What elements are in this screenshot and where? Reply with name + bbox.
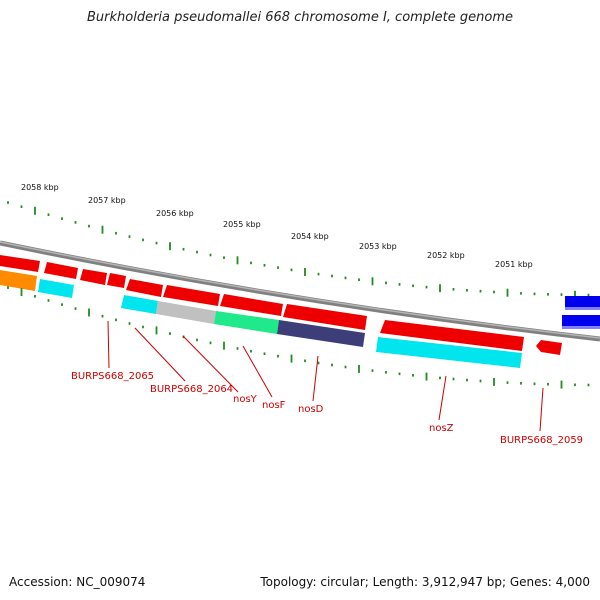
gene-label-burps668-2059: BURPS668_2059: [500, 435, 583, 446]
gene-label-nosy: nosY: [233, 394, 258, 405]
gene-arrow: [80, 269, 107, 285]
gene-label-nosz: nosZ: [429, 423, 454, 434]
gene-label-nosd: nosD: [298, 404, 324, 415]
gene-label-burps668-2065: BURPS668_2065: [71, 371, 154, 382]
kbp-labels: 2058 kbp 2057 kbp 2056 kbp 2055 kbp 2054…: [21, 183, 533, 269]
gene-arrow: [380, 320, 524, 351]
forward-strand-genes: [0, 255, 600, 351]
label-leaders: [107, 320, 544, 432]
gene-arrow: [536, 340, 562, 355]
gene-block-orange: [0, 270, 37, 291]
outer-tick-ring: [7, 201, 590, 299]
gene-arrow: [163, 285, 220, 306]
gene-block-blue: [565, 296, 600, 309]
kbp-label-2055: 2055 kbp: [223, 220, 261, 229]
gene-arrow: [126, 279, 163, 297]
gene-arrow: [220, 294, 283, 316]
gene-block-cyan: [376, 337, 522, 368]
gene-block-gray: [156, 301, 216, 324]
accession-text: Accession: NC_009074: [9, 575, 146, 589]
gene-label-burps668-2064: BURPS668_2064: [150, 384, 233, 395]
chromosome-backbone: [0, 240, 600, 342]
kbp-label-2057: 2057 kbp: [88, 196, 126, 205]
reverse-strand-genes: [0, 270, 600, 368]
gene-block-navy: [277, 320, 365, 347]
kbp-label-2051: 2051 kbp: [495, 260, 533, 269]
gene-labels: BURPS668_2065 BURPS668_2064 nosY nosF no…: [71, 371, 583, 446]
kbp-label-2054: 2054 kbp: [291, 232, 329, 241]
gene-block-green: [214, 311, 279, 334]
kbp-label-2053: 2053 kbp: [359, 242, 397, 251]
gene-arrow: [107, 273, 126, 288]
kbp-label-2058: 2058 kbp: [21, 183, 59, 192]
gene-block-cyan: [38, 279, 74, 298]
gene-arrow: [283, 304, 367, 330]
kbp-label-2056: 2056 kbp: [156, 209, 194, 218]
inner-tick-ring: [7, 286, 590, 389]
kbp-label-2052: 2052 kbp: [427, 251, 465, 260]
genome-summary-text: Topology: circular; Length: 3,912,947 bp…: [260, 575, 590, 589]
gene-arrow: [44, 262, 78, 279]
gene-block-cyan: [121, 295, 158, 314]
gene-block-blue: [562, 315, 600, 328]
gene-label-nosf: nosF: [262, 400, 286, 411]
map-title: Burkholderia pseudomallei 668 chromosome…: [86, 10, 514, 25]
gene-arrow: [0, 255, 40, 272]
